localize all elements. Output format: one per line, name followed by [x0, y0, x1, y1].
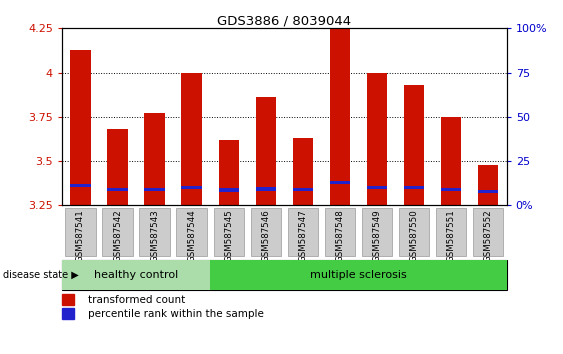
- Text: healthy control: healthy control: [94, 270, 178, 280]
- Text: GSM587542: GSM587542: [113, 209, 122, 262]
- Bar: [330, 28, 350, 205]
- Text: GSM587548: GSM587548: [336, 209, 345, 262]
- Bar: [181, 73, 202, 205]
- Bar: [181, 186, 202, 189]
- FancyBboxPatch shape: [62, 260, 210, 290]
- FancyBboxPatch shape: [140, 207, 170, 256]
- FancyBboxPatch shape: [65, 207, 96, 256]
- Bar: [441, 117, 461, 205]
- Bar: [441, 188, 461, 191]
- FancyBboxPatch shape: [399, 207, 429, 256]
- Bar: [330, 181, 350, 184]
- FancyBboxPatch shape: [102, 207, 133, 256]
- Text: GSM587545: GSM587545: [224, 209, 233, 262]
- Bar: [256, 188, 276, 190]
- Bar: [144, 188, 165, 191]
- FancyBboxPatch shape: [176, 207, 207, 256]
- Text: percentile rank within the sample: percentile rank within the sample: [88, 309, 263, 319]
- FancyBboxPatch shape: [210, 260, 507, 290]
- Bar: [367, 73, 387, 205]
- FancyBboxPatch shape: [288, 207, 318, 256]
- Title: GDS3886 / 8039044: GDS3886 / 8039044: [217, 14, 351, 27]
- Bar: [62, 308, 74, 319]
- Bar: [108, 188, 128, 191]
- FancyBboxPatch shape: [213, 207, 244, 256]
- Bar: [293, 188, 313, 191]
- Bar: [478, 165, 498, 205]
- Text: GSM587543: GSM587543: [150, 209, 159, 262]
- Bar: [218, 140, 239, 205]
- Bar: [144, 113, 165, 205]
- Bar: [404, 85, 425, 205]
- Text: GSM587552: GSM587552: [484, 209, 493, 262]
- Bar: [293, 138, 313, 205]
- Text: GSM587541: GSM587541: [76, 209, 85, 262]
- FancyBboxPatch shape: [473, 207, 503, 256]
- Text: GSM587544: GSM587544: [187, 209, 196, 262]
- Bar: [478, 190, 498, 193]
- Text: multiple sclerosis: multiple sclerosis: [310, 270, 407, 280]
- Bar: [218, 188, 239, 192]
- Bar: [404, 186, 425, 189]
- Bar: [70, 184, 91, 187]
- FancyBboxPatch shape: [325, 207, 355, 256]
- FancyBboxPatch shape: [436, 207, 466, 256]
- Bar: [62, 294, 74, 305]
- FancyBboxPatch shape: [362, 207, 392, 256]
- Text: disease state ▶: disease state ▶: [3, 270, 79, 280]
- Bar: [367, 186, 387, 189]
- Bar: [256, 97, 276, 205]
- Text: GSM587550: GSM587550: [409, 209, 418, 262]
- Bar: [70, 50, 91, 205]
- Text: GSM587549: GSM587549: [373, 209, 382, 262]
- Text: GSM587546: GSM587546: [261, 209, 270, 262]
- Text: transformed count: transformed count: [88, 295, 185, 305]
- Bar: [108, 129, 128, 205]
- Text: GSM587551: GSM587551: [446, 209, 455, 262]
- Text: GSM587547: GSM587547: [298, 209, 307, 262]
- FancyBboxPatch shape: [251, 207, 281, 256]
